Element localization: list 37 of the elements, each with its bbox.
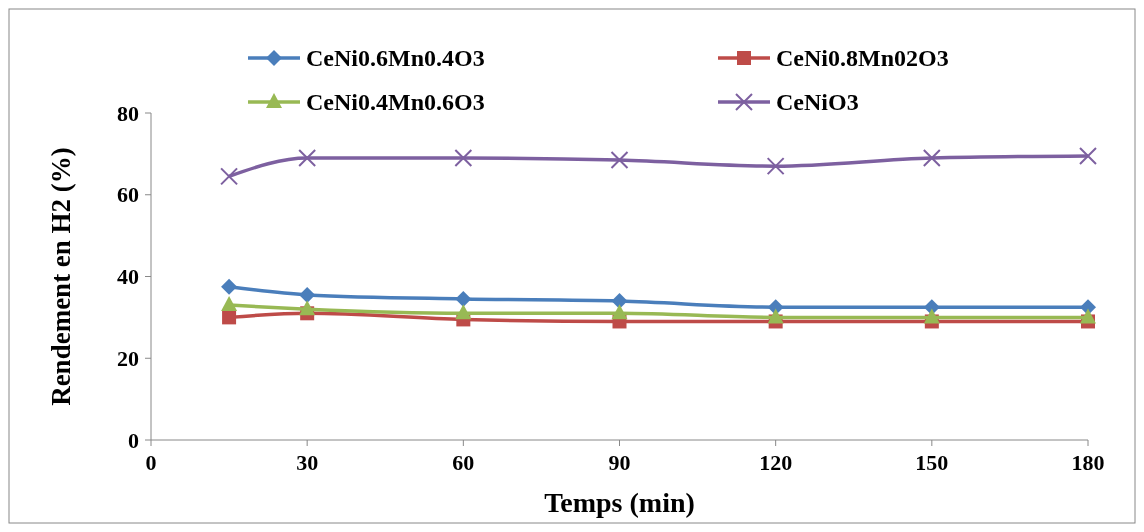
y-tick-label: 80	[117, 100, 139, 126]
point	[767, 308, 784, 324]
point	[1080, 308, 1096, 324]
x-tick-label: 60	[452, 450, 475, 475]
point	[1079, 146, 1097, 165]
x-tick-label: 0	[145, 450, 157, 475]
point	[455, 304, 472, 320]
y-tick-label: 20	[117, 345, 139, 371]
point	[299, 300, 316, 316]
legend-label: CeNi0.6Mn0.4O3	[306, 45, 485, 72]
x-tick-label: 180	[1071, 450, 1105, 475]
y-tick-label: 60	[117, 182, 139, 208]
y-tick-label: 0	[128, 427, 139, 453]
x-tick-label: 30	[296, 450, 319, 475]
point	[455, 290, 472, 307]
point	[611, 304, 628, 320]
point	[221, 296, 238, 312]
x-tick-label: 150	[915, 450, 949, 475]
legend-label: CeNi0.4Mn0.6O3	[306, 89, 485, 116]
point	[610, 151, 629, 170]
legend-label: CeNi0.8Mn02O3	[776, 45, 949, 72]
y-tick-label: 40	[117, 264, 139, 290]
legend-label: CeNiO3	[776, 89, 859, 116]
x-tick-label: 90	[608, 450, 631, 475]
point	[766, 157, 785, 176]
point	[299, 286, 316, 303]
point	[454, 148, 473, 167]
point	[220, 167, 239, 186]
y-axis-title: Rendement en H2 (%)	[46, 147, 76, 406]
point	[923, 308, 940, 324]
point	[298, 148, 317, 167]
point	[221, 278, 238, 295]
point	[611, 293, 628, 310]
point	[922, 148, 941, 167]
point	[222, 310, 237, 325]
x-axis-title: Temps (min)	[544, 487, 695, 518]
x-tick-label: 120	[759, 450, 793, 475]
